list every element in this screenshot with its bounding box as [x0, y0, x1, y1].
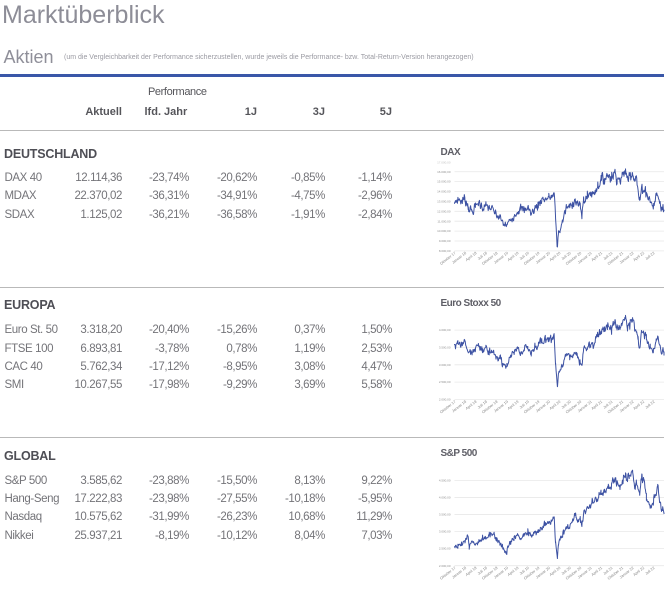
svg-text:April 18: April 18: [465, 251, 478, 262]
svg-text:April 21: April 21: [591, 400, 604, 411]
svg-text:4.000,00: 4.000,00: [439, 328, 451, 332]
svg-text:2.500,00: 2.500,00: [439, 380, 451, 384]
svg-text:14.000,00: 14.000,00: [437, 190, 451, 194]
svg-text:8.000,00: 8.000,00: [439, 249, 451, 253]
svg-text:April 20: April 20: [549, 566, 562, 577]
svg-text:15.000,00: 15.000,00: [437, 180, 451, 184]
svg-text:Juli 22: Juli 22: [644, 566, 655, 576]
svg-text:April 19: April 19: [507, 566, 520, 577]
svg-text:Juli 19: Juli 19: [519, 566, 530, 576]
svg-text:10.000,00: 10.000,00: [437, 229, 451, 233]
svg-text:Juli 22: Juli 22: [644, 251, 655, 261]
svg-text:April 18: April 18: [465, 566, 478, 577]
svg-text:Juli 20: Juli 20: [561, 251, 572, 261]
svg-text:4.000,00: 4.000,00: [439, 496, 451, 500]
svg-text:Juli 18: Juli 18: [477, 566, 488, 576]
svg-text:April 22: April 22: [633, 566, 646, 577]
svg-text:2.000,00: 2.000,00: [439, 564, 451, 568]
svg-text:April 20: April 20: [549, 400, 562, 411]
svg-text:Juli 19: Juli 19: [519, 400, 530, 410]
svg-text:3.500,00: 3.500,00: [439, 513, 451, 517]
svg-text:Juli 18: Juli 18: [477, 400, 488, 410]
svg-text:11.000,00: 11.000,00: [437, 219, 450, 223]
svg-text:3.500,00: 3.500,00: [439, 346, 451, 350]
svg-text:3.000,00: 3.000,00: [439, 530, 451, 534]
svg-text:Juli 22: Juli 22: [644, 400, 655, 410]
svg-text:April 21: April 21: [591, 566, 604, 577]
svg-text:April 22: April 22: [633, 400, 646, 411]
svg-text:April 19: April 19: [507, 251, 520, 262]
svg-text:April 22: April 22: [633, 251, 646, 262]
svg-text:9.000,00: 9.000,00: [439, 239, 451, 243]
svg-text:4.500,00: 4.500,00: [439, 479, 451, 483]
svg-text:13.000,00: 13.000,00: [437, 199, 451, 203]
svg-text:April 21: April 21: [591, 251, 604, 262]
svg-text:Juli 21: Juli 21: [603, 566, 614, 576]
svg-text:16.000,00: 16.000,00: [437, 170, 451, 174]
svg-text:Juli 18: Juli 18: [477, 251, 488, 261]
svg-text:3.000,00: 3.000,00: [439, 363, 451, 367]
svg-text:April 20: April 20: [549, 251, 562, 262]
svg-text:Juli 21: Juli 21: [603, 251, 614, 261]
svg-text:April 18: April 18: [465, 400, 478, 411]
svg-text:2.000,00: 2.000,00: [439, 398, 451, 402]
svg-text:2.500,00: 2.500,00: [439, 547, 451, 551]
svg-text:12.000,00: 12.000,00: [437, 209, 451, 213]
svg-text:17.000,00: 17.000,00: [437, 160, 451, 164]
svg-text:Juli 20: Juli 20: [561, 400, 572, 410]
svg-text:Juli 21: Juli 21: [603, 400, 614, 410]
svg-text:Juli 20: Juli 20: [561, 566, 572, 576]
svg-text:April 19: April 19: [507, 400, 520, 411]
svg-text:Juli 19: Juli 19: [519, 251, 530, 261]
